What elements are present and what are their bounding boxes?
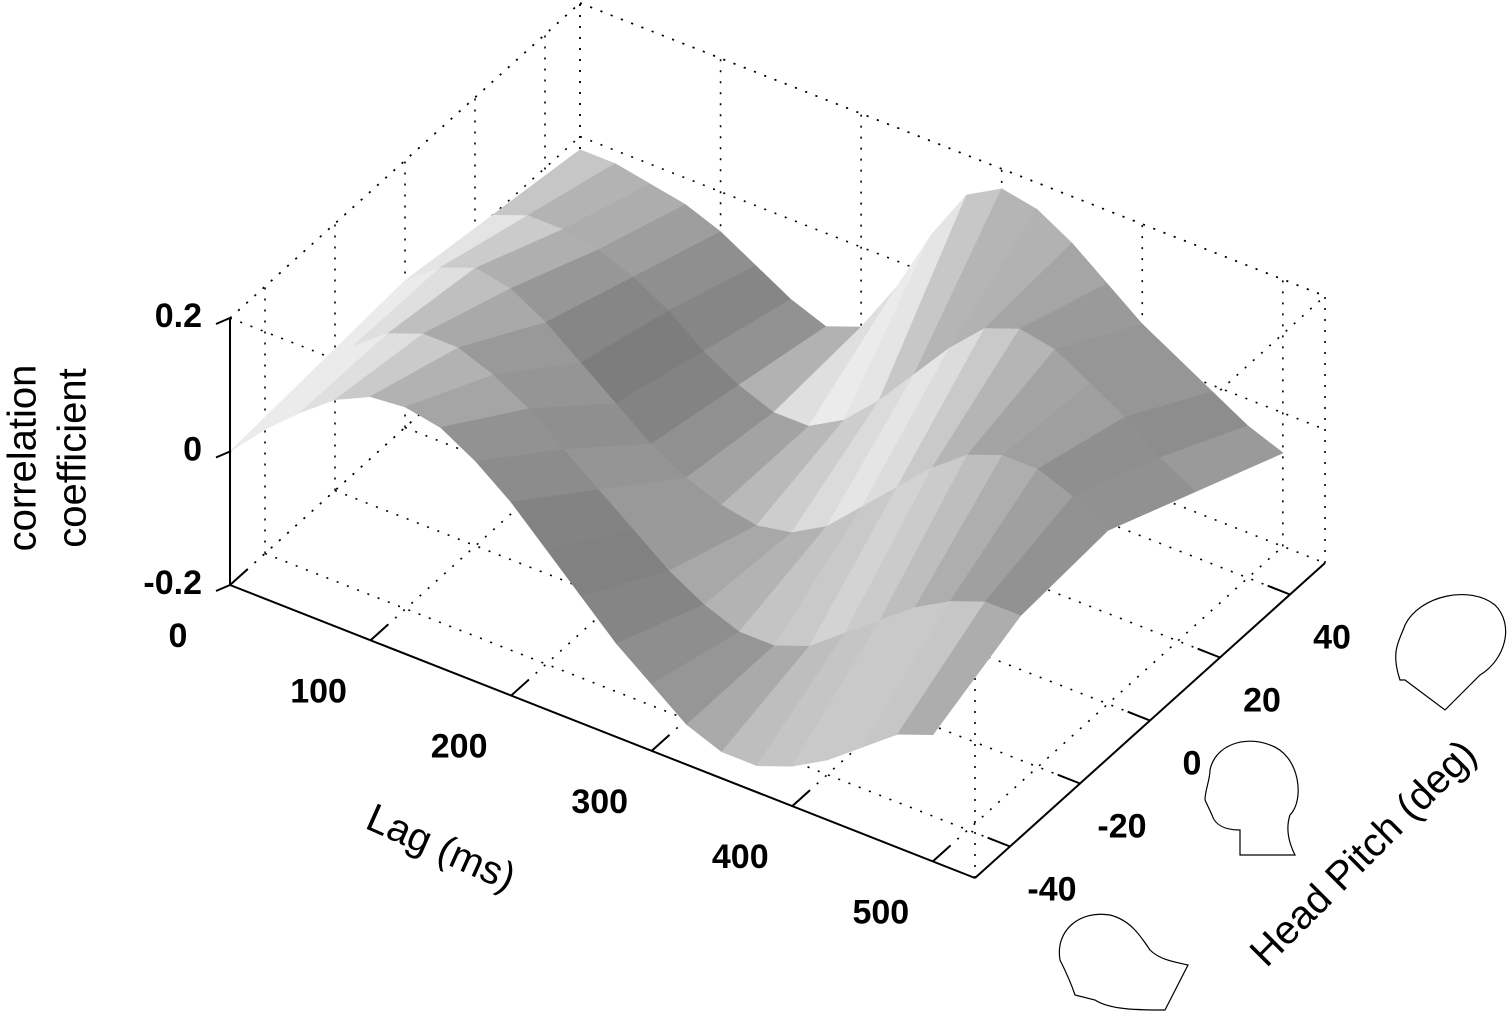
grid-line: [932, 545, 1284, 863]
x-tick: [510, 679, 530, 697]
z-tick-label: 0: [183, 430, 202, 468]
x-tick-label: 500: [852, 893, 909, 931]
z-axis-label: coefficient: [51, 368, 95, 547]
z-axis-label: correlation: [1, 365, 45, 552]
grid-line: [264, 552, 1011, 848]
surface-cell: [896, 601, 1021, 735]
x-tick: [229, 568, 249, 586]
z-tick: [215, 450, 231, 459]
grid-line: [510, 379, 862, 697]
x-tick-label: 400: [712, 838, 769, 876]
grid-line: [334, 489, 1081, 785]
x-tick: [791, 789, 811, 807]
y-tick: [1267, 584, 1291, 596]
y-tick-label: 40: [1313, 618, 1351, 656]
y-tick-label: 0: [1183, 744, 1202, 782]
z-tick-label: 0.2: [155, 297, 202, 335]
axes: 0 100 200 300 400 500 -40 -20 0 20 40 -0.2 0 0.2: [143, 297, 1351, 931]
head-icon: [1395, 594, 1507, 711]
y-axis-label: Head Pitch (deg): [1242, 732, 1485, 975]
x-tick-label: 0: [169, 617, 188, 655]
y-tick: [1127, 710, 1151, 722]
z-tick-label: -0.2: [143, 564, 202, 602]
x-tick-label: 200: [431, 728, 488, 766]
x-tick-label: 300: [571, 783, 628, 821]
y-tick: [1057, 773, 1081, 785]
x-tick: [932, 844, 951, 863]
y-tick: [1197, 647, 1221, 659]
grid-line: [229, 2, 581, 319]
y-tick-label: -20: [1097, 807, 1146, 845]
grid-line: [579, 135, 1326, 431]
surface: [229, 149, 1284, 767]
x-tick: [369, 623, 389, 642]
head-icon: [1204, 740, 1299, 856]
x-tick-label: 100: [290, 672, 347, 710]
head-icon: [1058, 913, 1189, 1011]
y-tick: [987, 836, 1011, 848]
x-axis-label: Lag (ms): [360, 796, 522, 900]
y-tick-label: 20: [1243, 681, 1281, 719]
x-tick: [651, 734, 670, 752]
grid-line: [229, 269, 581, 586]
z-tick: [215, 584, 231, 592]
grid-line: [791, 490, 1143, 807]
y-tick-label: -40: [1027, 870, 1076, 908]
grid-line: [579, 2, 1326, 297]
z-tick: [215, 317, 231, 325]
grid-line: [370, 324, 722, 641]
head-icons: [1058, 594, 1507, 1011]
x-axis: [229, 584, 976, 879]
